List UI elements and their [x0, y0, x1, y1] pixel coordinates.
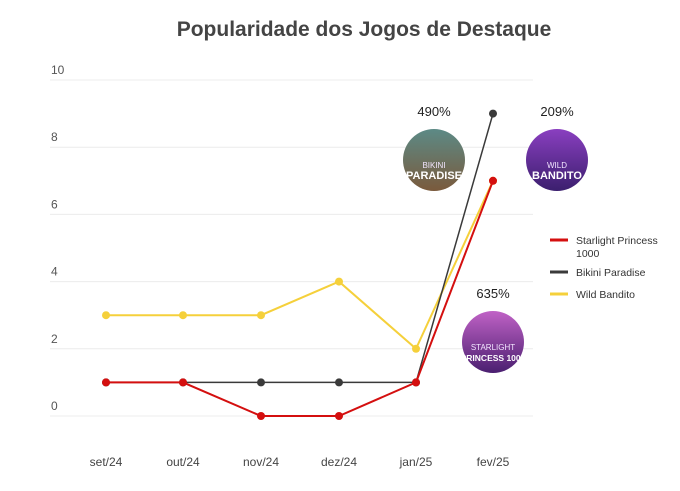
game-thumbnail-image: [526, 129, 588, 191]
x-tick-label: out/24: [166, 455, 200, 469]
data-point[interactable]: [257, 412, 265, 420]
growth-label: 635%: [476, 286, 510, 301]
legend-item[interactable]: Bikini Paradise: [550, 267, 646, 279]
y-tick-label: 10: [51, 63, 65, 77]
x-tick-label: fev/25: [477, 455, 510, 469]
series-wild-bandito: [102, 176, 497, 353]
x-tick-label: dez/24: [321, 455, 357, 469]
data-point[interactable]: [179, 311, 187, 320]
x-tick-label: jan/25: [399, 455, 433, 469]
data-point[interactable]: [412, 378, 420, 387]
y-tick-label: 0: [51, 399, 58, 413]
data-point[interactable]: [102, 378, 110, 387]
x-tick-label: nov/24: [243, 455, 279, 469]
data-point[interactable]: [257, 311, 265, 320]
game-badge-line1: BIKINI: [422, 161, 445, 170]
growth-label: 209%: [540, 104, 574, 119]
game-thumbnail-image: [403, 129, 465, 191]
data-point[interactable]: [102, 311, 110, 320]
game-badge-line2: PARADISE: [406, 170, 462, 182]
y-tick-label: 4: [51, 265, 58, 279]
x-tick-label: set/24: [90, 455, 123, 469]
y-tick-label: 2: [51, 332, 58, 346]
data-point[interactable]: [257, 378, 265, 387]
legend-label: Wild Bandito: [576, 289, 635, 301]
data-point[interactable]: [489, 176, 497, 185]
series-starlight-princess-1000: [102, 176, 497, 420]
game-thumbnail-image: [462, 311, 524, 373]
y-tick-label: 6: [51, 197, 58, 211]
data-point[interactable]: [179, 378, 187, 387]
chart-title: Popularidade dos Jogos de Destaque: [177, 18, 552, 41]
data-point[interactable]: [335, 412, 343, 420]
y-tick-label: 8: [51, 130, 58, 144]
game-badge-line1: WILD: [547, 161, 567, 170]
growth-label: 490%: [417, 104, 451, 119]
game-badge-line2: BANDITO: [532, 170, 582, 182]
legend-label: Starlight Princess 1000: [576, 235, 658, 260]
game-badge-line1: STARLIGHT: [471, 343, 515, 352]
series-line: [106, 180, 494, 417]
legend-label: Bikini Paradise: [576, 267, 646, 279]
data-point[interactable]: [335, 277, 343, 286]
legend-item[interactable]: Starlight Princess 1000: [550, 235, 658, 260]
series-line: [106, 180, 494, 351]
data-point[interactable]: [489, 109, 497, 118]
data-point[interactable]: [335, 378, 343, 387]
game-badge-line2: PRINCESS 1000: [461, 353, 526, 363]
legend-item[interactable]: Wild Bandito: [550, 289, 635, 301]
data-point[interactable]: [412, 344, 420, 353]
